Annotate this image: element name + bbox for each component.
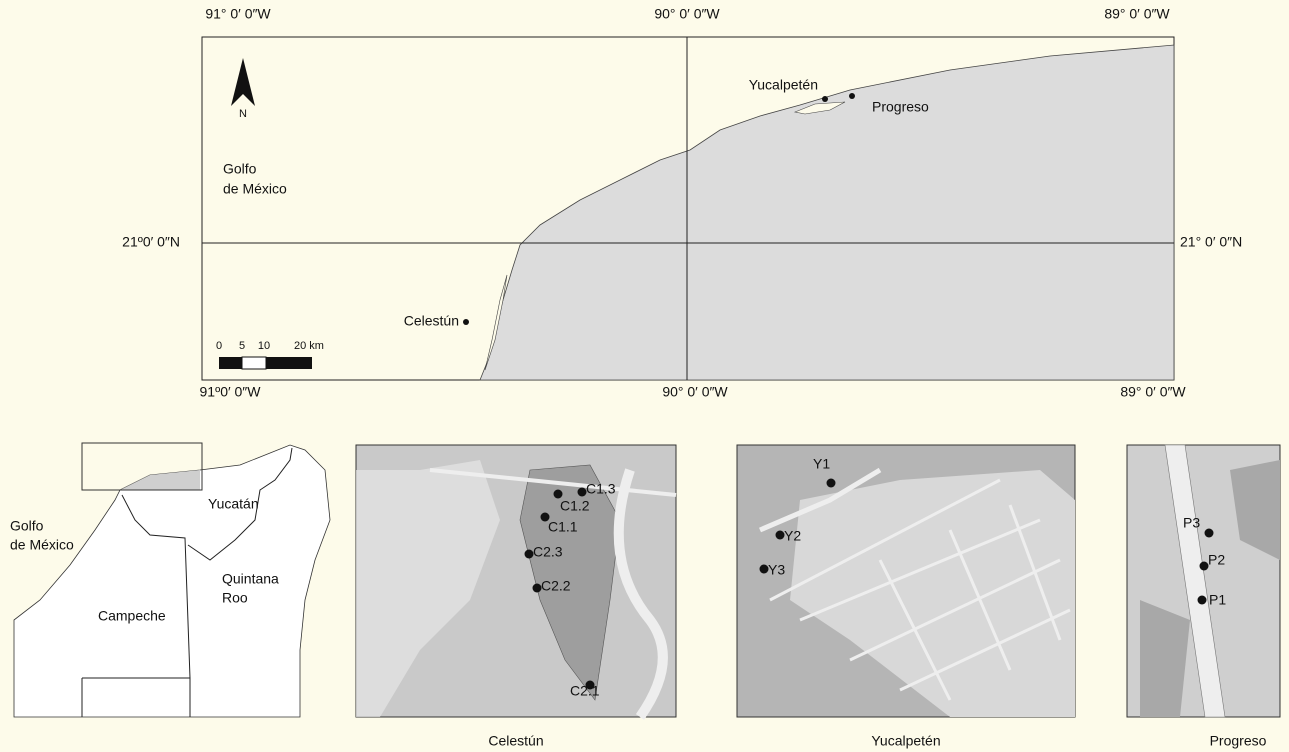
sampling-label: C1.2	[560, 498, 590, 514]
sampling-label: Y3	[768, 562, 785, 578]
lat-label: 21º0′ 0″N	[122, 234, 180, 250]
sampling-label: P3	[1183, 515, 1200, 531]
sampling-point	[827, 479, 836, 488]
inset-progreso	[1127, 445, 1280, 717]
lon-label: 90° 0′ 0″W	[654, 6, 720, 22]
inset-caption: Celestún	[488, 733, 543, 749]
inset-yucalpeten	[737, 445, 1075, 717]
sampling-label: C2.2	[541, 578, 571, 594]
sampling-point	[1198, 596, 1207, 605]
sampling-label: P2	[1208, 552, 1225, 568]
study-area	[120, 470, 200, 490]
place-dot	[822, 96, 828, 102]
figure: 91° 0′ 0″W 90° 0′ 0″W 89° 0′ 0″W 91º0′ 0…	[0, 0, 1289, 752]
sampling-label: Y2	[784, 528, 801, 544]
lon-label: 90° 0′ 0″W	[662, 384, 728, 400]
place-label: Yucalpetén	[749, 77, 818, 93]
locator-label: Yucatán	[208, 496, 259, 512]
lon-label: 91° 0′ 0″W	[205, 6, 271, 22]
place-label: Celestún	[404, 313, 459, 329]
scale-label: 5	[239, 340, 245, 352]
sea-label: de México	[223, 181, 287, 197]
lat-label: 21° 0′ 0″N	[1180, 234, 1242, 250]
sampling-point	[1205, 529, 1214, 538]
sampling-label: C2.1	[570, 683, 600, 699]
scale-label: 0	[216, 340, 222, 352]
scale-bar	[242, 357, 266, 369]
lon-label: 89° 0′ 0″W	[1120, 384, 1186, 400]
locator-label: de México	[10, 537, 74, 553]
sampling-label: P1	[1209, 592, 1226, 608]
locator-label: Roo	[222, 590, 248, 606]
place-dot	[849, 93, 855, 99]
locator-label: Golfo	[10, 518, 44, 534]
scale-label: 20 km	[294, 340, 324, 352]
lon-label: 89° 0′ 0″W	[1104, 6, 1170, 22]
scale-label: 10	[258, 340, 270, 352]
sea-label: Golfo	[223, 161, 257, 177]
sampling-label: C1.1	[548, 519, 578, 535]
locator-label: Campeche	[98, 608, 166, 624]
north-label: N	[239, 108, 247, 120]
sampling-label: C1.3	[586, 481, 616, 497]
scale-bar	[219, 357, 242, 369]
inset-caption: Progreso	[1210, 733, 1267, 749]
sampling-label: Y1	[813, 456, 830, 472]
place-dot	[463, 319, 469, 325]
inset-celestun	[356, 445, 676, 717]
lon-label: 91º0′ 0″W	[200, 384, 262, 400]
locator-label: Quintana	[222, 571, 279, 587]
place-label: Progreso	[872, 99, 929, 115]
scale-bar	[266, 357, 312, 369]
inset-caption: Yucalpetén	[871, 733, 940, 749]
sampling-label: C2.3	[533, 544, 563, 560]
